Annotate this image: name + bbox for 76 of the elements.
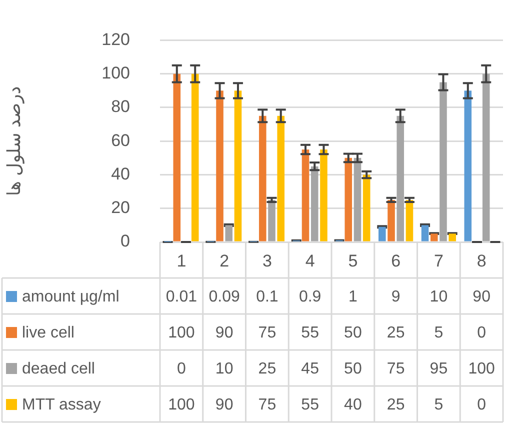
data-label: 25 (386, 324, 405, 342)
bar (302, 150, 310, 242)
bar (258, 116, 266, 242)
y-tick-label: 40 (111, 164, 130, 184)
data-label: 100 (168, 324, 195, 342)
y-tick-label: 80 (111, 97, 130, 116)
data-label: 0 (176, 360, 186, 378)
y-axis-title: درصد سلول ها (4, 86, 25, 196)
bar (344, 158, 352, 242)
legend-label: deaed cell (22, 360, 95, 378)
data-label: 0.9 (298, 288, 322, 306)
bar (388, 200, 395, 242)
x-tick-label: 5 (348, 252, 358, 271)
data-label: 1 (348, 288, 358, 306)
data-label: 55 (301, 324, 320, 342)
data-label: 0.1 (256, 288, 278, 306)
data-label: 50 (344, 360, 362, 378)
bar (191, 74, 199, 242)
data-label: 9 (391, 288, 400, 306)
data-label: 100 (168, 396, 195, 414)
y-tick-label: 60 (111, 130, 130, 150)
data-label: 100 (468, 360, 496, 378)
legend-label: live cell (22, 324, 74, 342)
data-label: 75 (386, 360, 405, 378)
bar (216, 90, 224, 242)
x-tick-label: 4 (305, 252, 315, 271)
bar (268, 200, 276, 242)
y-tick-label: 120 (102, 30, 130, 49)
x-tick-label: 3 (262, 252, 272, 271)
bar (234, 90, 242, 242)
x-tick-label: 2 (220, 252, 230, 271)
data-label: 90 (472, 288, 491, 306)
bar (421, 225, 429, 242)
data-label: 75 (258, 396, 276, 414)
data-label: 90 (215, 324, 234, 342)
bar (378, 226, 386, 242)
data-label: 0 (477, 324, 486, 342)
data-label: 5 (434, 396, 444, 414)
data-label: 5 (434, 324, 444, 342)
legend-label: amount µg/ml (22, 288, 120, 306)
y-tick-label: 20 (111, 198, 130, 218)
bar (440, 82, 447, 242)
data-label: 50 (344, 324, 362, 342)
data-label: 25 (258, 360, 276, 378)
bar (320, 150, 328, 242)
data-label: 45 (301, 360, 320, 378)
bar (396, 116, 404, 242)
legend-label: MTT assay (22, 396, 101, 414)
bar (464, 90, 472, 242)
bar (362, 174, 370, 242)
data-label: 0.01 (166, 288, 198, 306)
data-label: 40 (344, 396, 362, 414)
x-tick-label: 6 (391, 252, 401, 271)
bar (310, 166, 318, 242)
y-tick-label: 0 (120, 232, 130, 251)
bar (173, 74, 181, 242)
x-tick-label: 8 (476, 252, 486, 271)
bar (354, 158, 362, 242)
data-label: 0 (477, 396, 486, 414)
bar (406, 200, 414, 242)
bar (225, 225, 233, 242)
y-tick-label: 100 (102, 64, 130, 83)
data-label: 75 (258, 324, 276, 342)
x-tick-label: 7 (434, 252, 444, 271)
x-tick-label: 1 (176, 252, 186, 271)
data-label: 10 (430, 288, 448, 306)
data-label: 10 (215, 360, 234, 378)
bar (482, 74, 490, 242)
data-label: 55 (301, 396, 320, 414)
bar (448, 234, 456, 242)
bar (277, 116, 284, 242)
data-label: 90 (215, 396, 234, 414)
bar (430, 234, 438, 242)
data-label: 95 (430, 360, 448, 378)
data-label: 25 (386, 396, 405, 414)
data-label: 0.09 (208, 288, 240, 306)
